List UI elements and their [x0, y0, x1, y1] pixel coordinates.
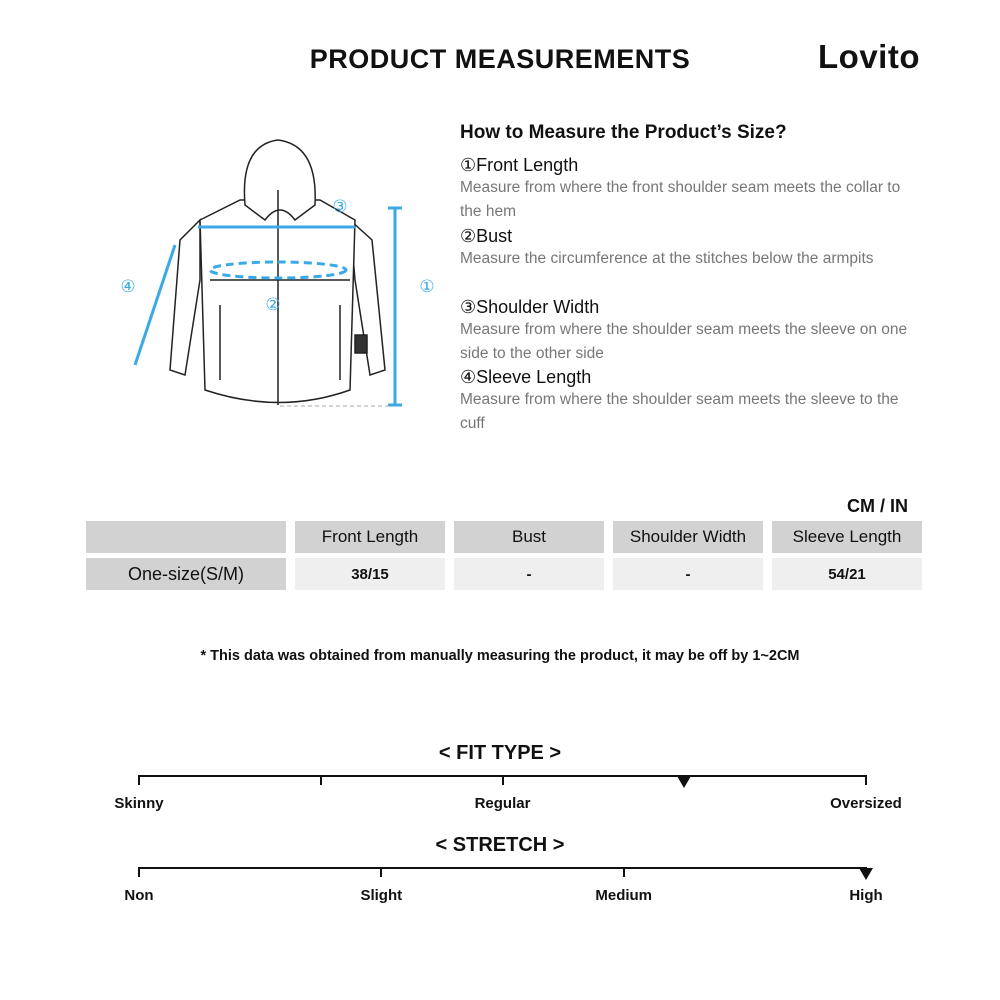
size-cell: One-size(S/M): [86, 558, 286, 590]
guide-desc: Measure from where the front shoulder se…: [460, 179, 901, 220]
guide-title: How to Measure the Product’s Size?: [460, 122, 787, 143]
label-3: ③: [332, 197, 347, 217]
stretch-scale: Non Slight Medium High: [124, 867, 883, 904]
guide-heading: ③Shoulder Width: [460, 297, 600, 317]
value-cell: 54/21: [772, 558, 922, 590]
guide-desc: Measure the circumference at the stitche…: [460, 250, 874, 267]
stretch-label: Medium: [595, 887, 653, 904]
table-header-row: Front Length Bust Shoulder Width Sleeve …: [86, 521, 922, 553]
stretch-title: < STRETCH >: [435, 834, 565, 856]
label-2: ②: [265, 295, 280, 315]
label-4: ④: [120, 277, 135, 297]
header-cell: Sleeve Length: [772, 521, 922, 553]
guide-desc: Measure from where the shoulder seam mee…: [460, 391, 899, 432]
value-cell: -: [613, 558, 763, 590]
disclaimer-note: * This data was obtained from manually m…: [200, 648, 800, 664]
fit-label: Oversized: [830, 795, 902, 812]
guide-item: ②Bust Measure the circumference at the st…: [460, 226, 920, 271]
guide-desc: Measure from where the shoulder seam mee…: [460, 321, 908, 362]
stretch-label: High: [849, 887, 883, 904]
fit-label: Regular: [474, 795, 531, 812]
header-cell: Front Length: [295, 521, 445, 553]
guide-heading: ①Front Length: [460, 155, 579, 175]
guide-item: ③Shoulder Width Measure from where the sh…: [460, 297, 920, 366]
guide-item: ①Front Length Measure from where the fron…: [460, 155, 920, 224]
brand-logo: Lovito: [818, 38, 920, 75]
guide-item: ④Sleeve Length Measure from where the sho…: [460, 367, 920, 436]
value-cell: 38/15: [295, 558, 445, 590]
page-title: PRODUCT MEASUREMENTS: [309, 44, 691, 74]
unit-label: CM / IN: [847, 496, 908, 516]
header-cell: [86, 521, 286, 553]
size-table: Front Length Bust Shoulder Width Sleeve …: [77, 521, 931, 590]
value-cell: -: [454, 558, 604, 590]
header-cell: Bust: [454, 521, 604, 553]
header-cell: Shoulder Width: [613, 521, 763, 553]
hood: [243, 139, 316, 222]
hoodie-diagram: ① ② ③ ④: [120, 139, 435, 407]
label-1: ①: [419, 277, 434, 297]
fit-label: Skinny: [114, 795, 164, 812]
stretch-marker: [859, 868, 873, 880]
left-sleeve: [169, 218, 201, 376]
guide-heading: ②Bust: [460, 226, 513, 246]
stretch-label: Non: [124, 887, 154, 904]
fit-type-scale: Skinny Regular Oversized: [114, 775, 902, 812]
stretch-label: Slight: [360, 887, 403, 904]
guide-heading: ④Sleeve Length: [460, 367, 592, 387]
fit-type-title: < FIT TYPE >: [438, 742, 562, 764]
fit-type-marker: [677, 776, 692, 788]
table-row: One-size(S/M) 38/15 - - 54/21: [86, 558, 922, 590]
